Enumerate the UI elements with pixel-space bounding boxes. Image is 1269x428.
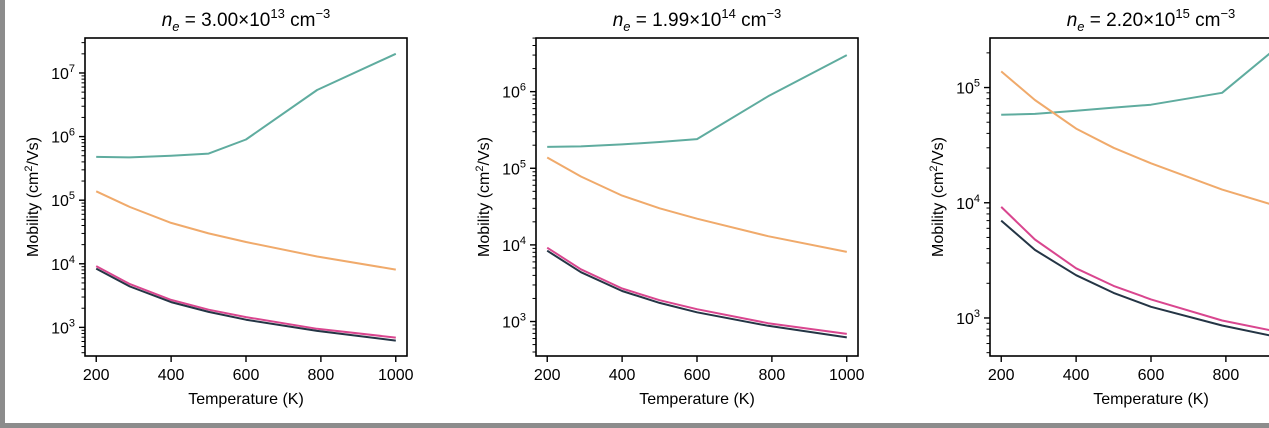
series-line-navy	[95, 267, 396, 342]
series-line-orange	[546, 156, 847, 253]
x-tick-label: 800	[759, 367, 786, 384]
series-line-teal	[547, 54, 848, 148]
x-tick-label: 400	[609, 367, 636, 384]
y-tick-label: 105	[956, 78, 980, 98]
series-line-teal	[1001, 52, 1269, 116]
y-axis-label: Mobility (cm2/Vs)	[474, 137, 493, 257]
y-tick-label: 105	[51, 190, 75, 210]
x-tick-label: 200	[83, 367, 110, 384]
chart-title: ne = 2.20×1015 cm−3	[1067, 6, 1236, 34]
x-tick-label: 1000	[378, 367, 414, 384]
series-line-teal	[96, 52, 397, 159]
series-line-orange	[95, 190, 396, 271]
y-tick-label: 105	[502, 158, 526, 178]
axes-frame	[989, 37, 1269, 357]
y-axis-label: Mobility (cm2/Vs)	[928, 137, 947, 257]
y-tick-label: 106	[502, 82, 526, 102]
x-axis-label: Temperature (K)	[188, 391, 304, 408]
x-tick-label: 800	[308, 367, 335, 384]
series-line-pink	[546, 246, 847, 335]
chart-panel-3: 200 400 600 800 103 104 105 Temperature (K) Mobi…	[928, 6, 1269, 408]
y-tick-label: 106	[51, 127, 75, 147]
x-tick-label: 800	[1213, 367, 1240, 384]
x-tick-label: 200	[534, 367, 561, 384]
x-tick-label: 1000	[829, 367, 865, 384]
chart-title: ne = 1.99×1014 cm−3	[613, 6, 782, 34]
x-tick-label: 600	[1138, 367, 1165, 384]
axes-frame	[84, 37, 408, 357]
chart-panel-2: 200 400 600 800 1000 103 104 105 106 Temperature …	[474, 6, 865, 408]
y-tick-label: 104	[51, 254, 75, 274]
x-tick-label: 600	[233, 367, 260, 384]
chart-title: ne = 3.00×1013 cm−3	[162, 6, 331, 34]
chart-panel-1: 200 400 600 800 1000 103 104 105 106 107 Temperatu…	[23, 6, 414, 408]
x-tick-label: 200	[988, 367, 1015, 384]
x-tick-label: 600	[684, 367, 711, 384]
series-line-navy	[1000, 219, 1269, 337]
x-axis-label: Temperature (K)	[639, 391, 755, 408]
y-tick-label: 103	[502, 312, 526, 332]
series-line-navy	[546, 249, 847, 339]
series-line-orange	[1000, 70, 1269, 205]
y-tick-label: 107	[51, 63, 75, 83]
y-tick-label: 103	[956, 308, 980, 328]
y-tick-label: 104	[502, 235, 526, 255]
x-tick-label: 400	[1063, 367, 1090, 384]
y-axis-label: Mobility (cm2/Vs)	[23, 137, 42, 257]
x-axis-label: Temperature (K)	[1093, 391, 1209, 408]
y-tick-label: 103	[51, 317, 75, 337]
series-line-pink	[1000, 206, 1269, 332]
y-tick-label: 104	[956, 193, 980, 213]
x-tick-label: 400	[158, 367, 185, 384]
series-line-pink	[95, 265, 396, 339]
